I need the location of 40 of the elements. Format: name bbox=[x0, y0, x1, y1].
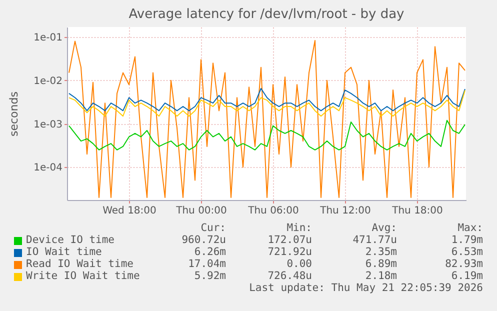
x-tick-label: Wed 18:00 bbox=[102, 206, 156, 216]
y-tick-label: 1e-04 bbox=[34, 162, 62, 174]
y-axis-title: seconds bbox=[8, 91, 21, 136]
text: 82.93m bbox=[445, 258, 483, 270]
text: Cur: bbox=[200, 222, 226, 234]
text: 17.04m bbox=[188, 258, 226, 270]
x-tick-label: Thu 00:00 bbox=[175, 206, 227, 216]
chart-title: Average latency for /dev/lvm/root - by day bbox=[128, 7, 405, 22]
text: 5.92m bbox=[194, 270, 226, 282]
text: 6.53m bbox=[451, 246, 483, 258]
line-series bbox=[68, 90, 466, 117]
x-tick-label: Thu 18:00 bbox=[391, 206, 443, 216]
text: Last update: Thu May 21 22:05:39 2026 bbox=[249, 282, 483, 294]
text: 172.07u bbox=[268, 234, 312, 246]
text: Max: bbox=[458, 222, 483, 234]
text: 721.92u bbox=[268, 246, 312, 258]
text: 6.89m bbox=[365, 258, 397, 270]
text: 960.72u bbox=[182, 234, 226, 246]
y-tick-label: 1e-03 bbox=[34, 119, 62, 130]
line-series bbox=[68, 120, 466, 150]
text: 471.77u bbox=[352, 234, 397, 246]
legend-label: IO Wait time bbox=[26, 246, 102, 258]
y-tick-label: 1e-02 bbox=[34, 76, 62, 87]
text: 1.79m bbox=[451, 234, 483, 246]
legend-label: Device IO time bbox=[26, 234, 115, 246]
text: 726.48u bbox=[268, 270, 312, 282]
y-tick-label: 1e-01 bbox=[34, 32, 62, 44]
x-tick-label: Thu 06:00 bbox=[247, 206, 299, 216]
text: Avg: bbox=[372, 222, 397, 234]
text: 6.19m bbox=[451, 270, 483, 282]
text: 2.35m bbox=[365, 246, 397, 258]
text: Min: bbox=[286, 222, 312, 234]
text: 6.26m bbox=[194, 246, 226, 258]
line-series bbox=[68, 40, 466, 198]
text: 0.00 bbox=[286, 258, 312, 270]
text: 2.18m bbox=[365, 270, 397, 282]
line-series bbox=[68, 88, 466, 112]
legend-label: Write IO Wait time bbox=[26, 270, 140, 282]
legend-label: Read IO Wait time bbox=[26, 258, 134, 270]
x-tick-label: Thu 12:00 bbox=[319, 206, 371, 216]
